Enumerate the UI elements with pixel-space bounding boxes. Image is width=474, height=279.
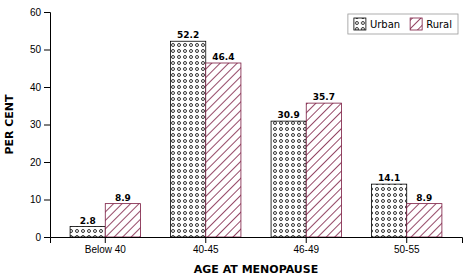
x-tick-mark	[205, 237, 206, 243]
y-tick-mark	[44, 237, 50, 238]
x-tick-mark	[105, 237, 106, 243]
y-tick: 30	[30, 119, 50, 130]
y-tick: 0	[35, 232, 50, 243]
y-axis-line	[44, 13, 51, 238]
series	[70, 41, 407, 237]
y-tick: 10	[30, 194, 50, 205]
x-tick: Below 40	[85, 237, 127, 255]
bar	[306, 103, 341, 237]
legend-label: Rural	[426, 19, 452, 30]
legend-swatch	[354, 18, 366, 30]
y-tick-label: 20	[30, 157, 42, 168]
x-tick-label: 40-45	[193, 244, 219, 255]
x-tick-label: 46-49	[293, 244, 319, 255]
data-label: 46.4	[212, 52, 234, 62]
data-label: 2.8	[80, 216, 96, 226]
x-tick: 50-55	[394, 237, 420, 255]
legend-label: Urban	[370, 19, 400, 30]
y-tick-label: 40	[30, 82, 42, 93]
bar	[372, 184, 407, 237]
data-label: 52.2	[177, 30, 199, 40]
bars	[70, 41, 442, 237]
y-tick: 20	[30, 157, 50, 168]
x-axis-line	[51, 238, 463, 244]
y-tick-mark	[44, 162, 50, 163]
series	[105, 63, 442, 237]
data-label: 14.1	[378, 173, 400, 183]
x-axis: Below 40 40-45 46-49 50-55	[51, 237, 463, 255]
y-tick: 50	[30, 44, 50, 55]
chart: 0 10 20 30 40 50 60 Below 40 40-45 46-49 50-55 2.8 5…	[0, 0, 474, 279]
y-axis-title: PER CENT	[3, 94, 16, 155]
y-tick-label: 0	[35, 232, 41, 243]
y-tick-mark	[44, 50, 50, 51]
bar	[70, 227, 105, 238]
legend-frame	[348, 14, 458, 34]
x-tick-mark	[306, 237, 307, 243]
x-tick-label: Below 40	[85, 244, 127, 255]
x-tick-label: 50-55	[394, 244, 420, 255]
y-axis: 0 10 20 30 40 50 60	[30, 7, 51, 243]
x-axis-title: AGE AT MENOPAUSE	[194, 263, 319, 276]
bar	[271, 121, 306, 237]
bar	[171, 41, 206, 237]
y-tick-mark	[44, 87, 50, 88]
y-tick-mark	[44, 200, 50, 201]
y-tick: 60	[30, 7, 50, 18]
data-label: 8.9	[115, 193, 131, 203]
y-tick: 40	[30, 82, 50, 93]
legend: Urban Rural	[348, 14, 458, 34]
x-tick-mark	[406, 237, 407, 243]
chart-container: 0 10 20 30 40 50 60 Below 40 40-45 46-49 50-55 2.8 5…	[0, 0, 474, 279]
data-label: 30.9	[278, 110, 300, 120]
data-labels: 2.8 52.2 30.9 14.1 8.9 46.4 35.7 8.9	[80, 30, 433, 225]
bar	[105, 204, 140, 237]
data-label: 35.7	[313, 92, 335, 102]
y-tick-mark	[44, 12, 50, 13]
y-tick-label: 60	[30, 7, 42, 18]
data-label: 8.9	[416, 193, 432, 203]
legend-swatch	[410, 18, 422, 30]
plot: 0 10 20 30 40 50 60 Below 40 40-45 46-49 50-55 2.8 5…	[30, 7, 463, 255]
bar	[206, 63, 241, 237]
bar	[407, 204, 442, 237]
x-tick: 40-45	[193, 237, 219, 255]
y-tick-label: 30	[30, 119, 42, 130]
x-tick: 46-49	[293, 237, 319, 255]
y-tick-label: 10	[30, 194, 42, 205]
y-tick-mark	[44, 125, 50, 126]
y-tick-label: 50	[30, 44, 42, 55]
